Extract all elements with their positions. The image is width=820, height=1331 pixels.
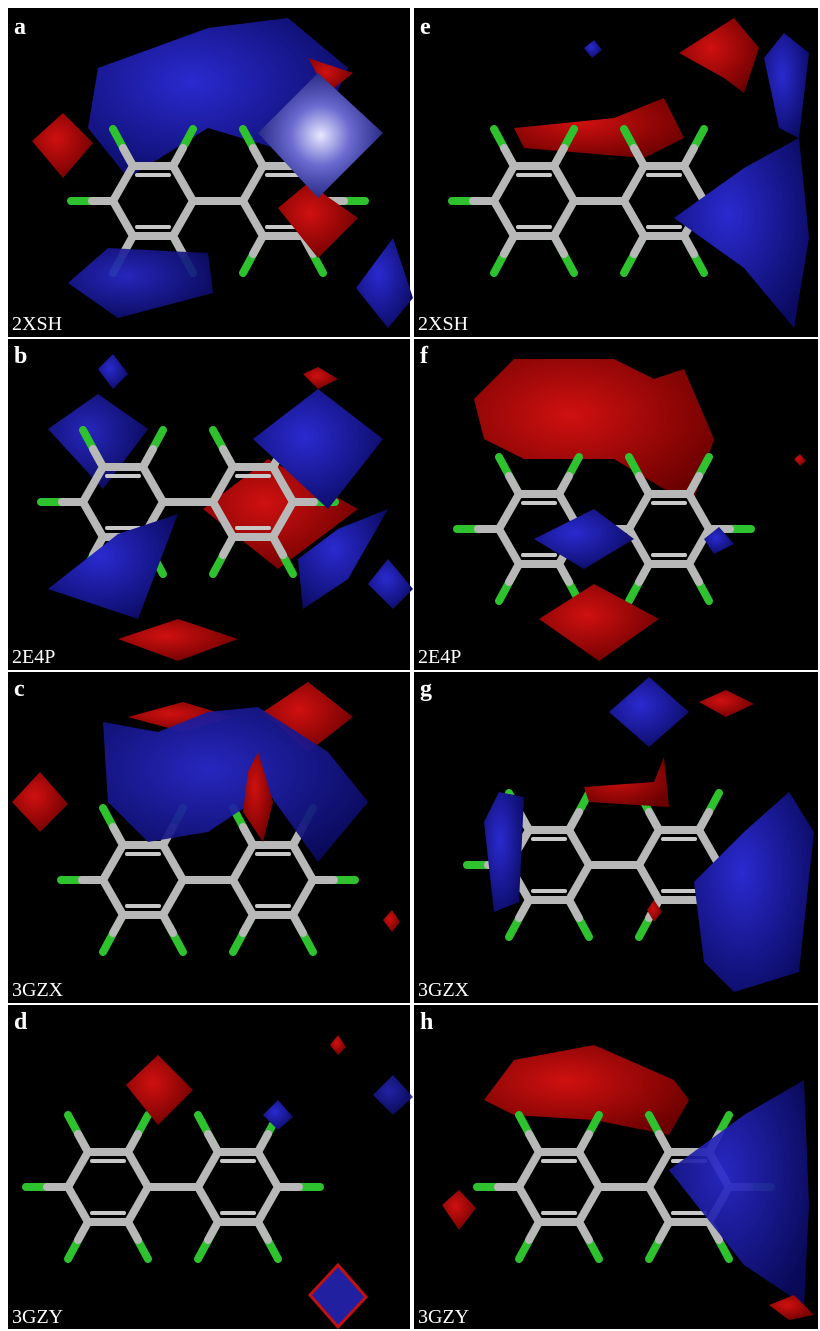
figure: a 2XSH b 2E4P c 3GZX d 3GZY e 2XSH f 2E4… [0,0,820,1331]
panel-letter: d [14,1009,28,1035]
panel: d 3GZY [8,1005,413,1329]
page: {"panels": [ {"letter": "a", "label": "2… [0,0,820,1331]
panel-label: 3GZY [418,1306,469,1328]
panel-letter: f [420,343,429,369]
panel: g 3GZX [414,672,818,1003]
panel: f 2E4P [414,339,818,670]
panel-label: 2E4P [12,646,55,668]
panel-letter: a [14,14,26,40]
panel: h 3GZY [414,1005,818,1329]
panel-label: 3GZX [12,979,64,1001]
panel: c 3GZX [8,672,410,1003]
panel: a 2XSH [8,8,413,337]
panel-letter: h [420,1009,433,1035]
panel-label: 3GZX [418,979,470,1001]
panel-letter: b [14,343,27,369]
panel-letter: g [420,676,432,702]
panel-label: 2E4P [418,646,461,668]
panel-label: 2XSH [12,313,62,335]
panel: b 2E4P [8,339,413,670]
panel-label: 2XSH [418,313,468,335]
panel-letter: e [420,14,431,40]
panel: e 2XSH [414,8,818,337]
panel-label: 3GZY [12,1306,63,1328]
panel-letter: c [14,676,25,702]
